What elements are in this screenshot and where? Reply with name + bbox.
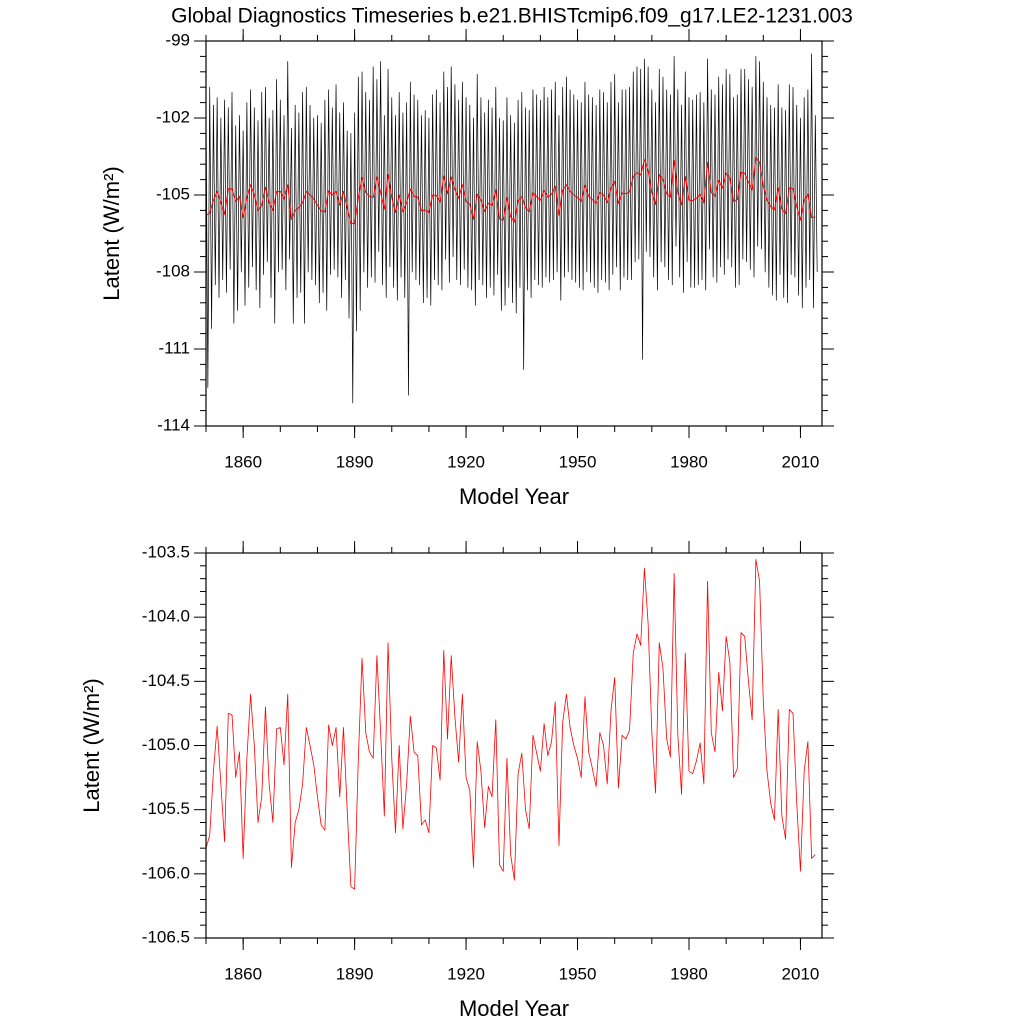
y-tick-label: -105 (156, 184, 190, 203)
x-tick-label: 1920 (447, 452, 485, 471)
y-tick-label: -104.0 (142, 607, 190, 626)
chart-title: Global Diagnostics Timeseries b.e21.BHIS… (171, 5, 853, 28)
y-axis-label: Latent (W/m²) (79, 678, 104, 812)
y-axis-label: Latent (W/m²) (99, 166, 124, 300)
y-tick-label: -103.5 (142, 542, 190, 561)
y-tick-label: -104.5 (142, 671, 190, 690)
plot-area (206, 559, 816, 890)
y-tick-label: -105.5 (142, 799, 190, 818)
x-tick-label: 2010 (782, 964, 820, 983)
y-tick-label: -114 (157, 415, 190, 434)
x-tick-label: 1950 (559, 964, 597, 983)
y-tick-label: -102 (156, 107, 190, 126)
y-tick-label: -111 (158, 338, 190, 357)
x-tick-label: 1950 (559, 452, 597, 471)
data-line (206, 559, 816, 890)
x-tick-label: 1890 (336, 964, 374, 983)
x-tick-label: 1980 (670, 452, 708, 471)
x-axis-label: Model Year (459, 996, 569, 1021)
data-line (206, 157, 816, 225)
x-tick-label: 1980 (670, 964, 708, 983)
y-tick-label: -106.5 (142, 927, 190, 946)
y-tick-label: -105.0 (142, 735, 190, 754)
data-line (206, 53, 818, 404)
plot-frame (205, 40, 823, 427)
x-tick-label: 1860 (224, 452, 262, 471)
plot-area (206, 53, 818, 404)
y-tick-label: -99 (165, 30, 190, 49)
x-tick-label: 1890 (336, 452, 374, 471)
x-tick-label: 1860 (224, 964, 262, 983)
y-tick-label: -108 (156, 261, 190, 280)
y-tick-label: -106.0 (142, 863, 190, 882)
x-tick-label: 1920 (447, 964, 485, 983)
x-tick-label: 2010 (782, 452, 820, 471)
x-axis-label: Model Year (459, 484, 569, 509)
